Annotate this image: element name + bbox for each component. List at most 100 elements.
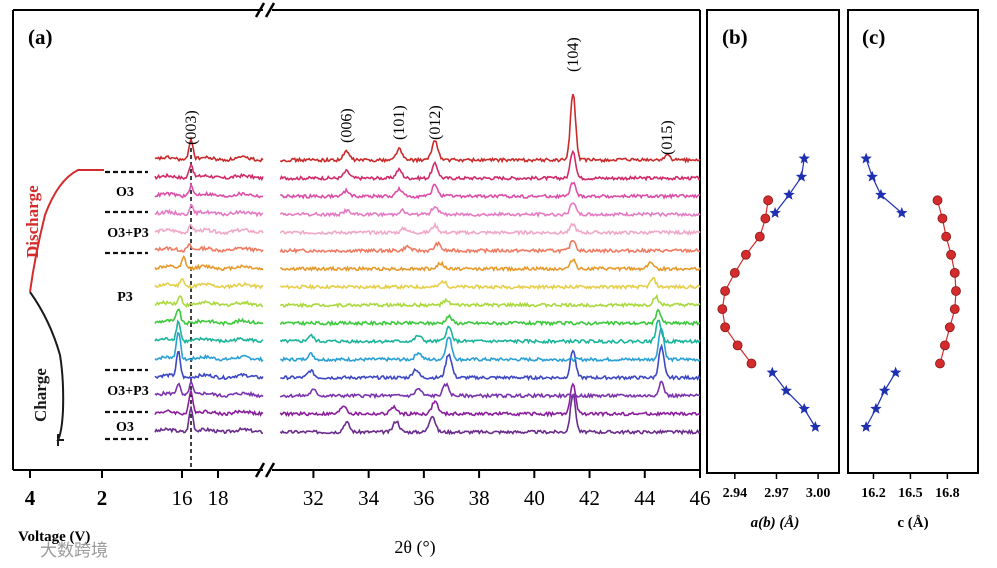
axis-break-bottom bbox=[254, 462, 276, 478]
panel-c: (c) 16.2 16.5 16.8 c (Å) bbox=[847, 9, 979, 531]
voltage-tick-4: 4 bbox=[25, 486, 36, 510]
reflection-label: (104) bbox=[565, 37, 582, 72]
xrd-pattern-left-2 bbox=[154, 390, 264, 418]
xrd-pattern-left-13 bbox=[154, 203, 264, 218]
side-point-star bbox=[798, 152, 810, 164]
reflection-label: (012) bbox=[427, 105, 444, 140]
side-point-circle bbox=[940, 340, 950, 351]
phase-regions: O3 O3+P3 P3 O3+P3 O3 bbox=[105, 170, 149, 441]
side-series-line bbox=[774, 158, 805, 214]
side-point-star bbox=[860, 421, 872, 432]
x-tick-label: 42 bbox=[579, 486, 600, 510]
voltage-profile: Charge Discharge bbox=[23, 169, 104, 446]
xrd-pattern-right-10 bbox=[280, 258, 701, 273]
side-point-star bbox=[769, 207, 781, 218]
side-point-circle bbox=[746, 358, 757, 369]
side-point-star bbox=[795, 170, 808, 182]
side-point-circle bbox=[732, 340, 743, 351]
x-tick-label: 36 bbox=[413, 486, 434, 510]
side-point-star bbox=[798, 402, 810, 414]
side-point-circle bbox=[720, 286, 731, 296]
xrd-pattern-left-10 bbox=[154, 254, 264, 272]
x-tick-label: 40 bbox=[524, 486, 545, 510]
side-point-star bbox=[878, 384, 891, 396]
x-tick-label: 16 bbox=[172, 486, 193, 510]
discharge-curve bbox=[29, 169, 104, 293]
discharge-label: Discharge bbox=[23, 185, 42, 258]
charge-curve bbox=[29, 291, 65, 441]
side-point-circle bbox=[951, 286, 961, 296]
x-tick-label: 32 bbox=[303, 486, 324, 510]
xrd-pattern-right-15 bbox=[279, 149, 701, 182]
panel-b-data-points bbox=[717, 152, 821, 432]
side-point-star bbox=[766, 366, 778, 378]
side-point-circle bbox=[729, 267, 740, 278]
side-point-star bbox=[870, 402, 882, 414]
reflection-label: (003) bbox=[183, 110, 200, 145]
two-theta-axis-label: 2θ (°) bbox=[394, 537, 435, 558]
x-tick-label: 44 bbox=[634, 486, 656, 510]
panel-c-data-points bbox=[860, 152, 961, 432]
xrd-pattern-right-9 bbox=[280, 276, 701, 291]
xrd-pattern-left-9 bbox=[154, 277, 264, 290]
side-point-circle bbox=[760, 213, 771, 224]
side-x-tick-label: 16.8 bbox=[935, 486, 960, 501]
panel-b-label: (b) bbox=[722, 25, 748, 49]
side-point-circle bbox=[720, 322, 731, 333]
side-x-tick-label: 16.2 bbox=[861, 486, 886, 501]
phase-label-o3-top: O3 bbox=[116, 185, 134, 200]
xrd-pattern-right-6 bbox=[279, 319, 701, 345]
panel-c-xlabel: c (Å) bbox=[897, 515, 928, 531]
panel-b-xlabel: a(b) (Å) bbox=[751, 515, 800, 531]
side-point-star bbox=[866, 170, 878, 182]
side-point-star bbox=[780, 384, 792, 396]
voltage-tick-2: 2 bbox=[97, 486, 108, 510]
side-point-star bbox=[809, 421, 821, 432]
side-x-tick-label: 2.97 bbox=[764, 486, 789, 501]
phase-label-p3: P3 bbox=[117, 290, 133, 305]
side-series-line bbox=[865, 158, 903, 214]
panel-c-label: (c) bbox=[862, 25, 885, 49]
xrd-pattern-right-16 bbox=[279, 93, 701, 164]
side-point-circle bbox=[935, 358, 945, 369]
xrd-pattern-left-16 bbox=[154, 136, 264, 163]
xrd-pattern-right-5 bbox=[279, 327, 701, 363]
side-point-circle bbox=[717, 304, 728, 315]
panel-b-frame bbox=[706, 9, 840, 474]
axis-break-top bbox=[254, 2, 276, 18]
xrd-pattern-left-7 bbox=[154, 308, 264, 327]
xrd-pattern-right-4 bbox=[280, 343, 701, 382]
charge-label: Charge bbox=[31, 368, 50, 422]
side-point-circle bbox=[949, 304, 960, 315]
side-point-star bbox=[889, 366, 902, 378]
side-series-line bbox=[936, 200, 957, 364]
panel-c-x-ticks: 16.2 16.5 16.8 bbox=[861, 473, 960, 501]
side-point-circle bbox=[949, 267, 960, 278]
side-point-star bbox=[783, 188, 795, 200]
xrd-pattern-left-12 bbox=[154, 223, 264, 236]
phase-label-o3-bottom: O3 bbox=[116, 420, 134, 435]
side-point-circle bbox=[763, 195, 774, 206]
x-tick-label: 34 bbox=[358, 486, 380, 510]
x-tick-label: 18 bbox=[208, 486, 229, 510]
xrd-pattern-left-5 bbox=[154, 331, 264, 363]
xrd-pattern-left-11 bbox=[154, 242, 264, 254]
side-point-circle bbox=[741, 249, 751, 260]
xrd-patterns bbox=[154, 93, 701, 436]
xrd-pattern-right-7 bbox=[279, 308, 701, 327]
reflection-label: (101) bbox=[391, 105, 408, 140]
xrd-pattern-right-8 bbox=[279, 293, 701, 309]
side-x-tick-label: 2.94 bbox=[723, 486, 748, 501]
reflection-labels: (003) (006) (101) (012) (104) (015) bbox=[183, 37, 676, 155]
side-point-circle bbox=[754, 231, 765, 242]
xrd-pattern-left-1 bbox=[154, 404, 264, 435]
xrd-pattern-right-11 bbox=[279, 239, 701, 255]
side-point-circle bbox=[941, 231, 952, 242]
xrd-pattern-left-8 bbox=[154, 295, 264, 309]
reflection-label: (006) bbox=[339, 108, 356, 143]
xrd-pattern-left-15 bbox=[154, 163, 264, 182]
panel-a-x-ticks: 16 18 32 34 36 38 40 42 44 46 bbox=[172, 470, 711, 510]
panel-c-frame bbox=[847, 9, 979, 474]
xrd-pattern-right-3 bbox=[279, 380, 701, 400]
